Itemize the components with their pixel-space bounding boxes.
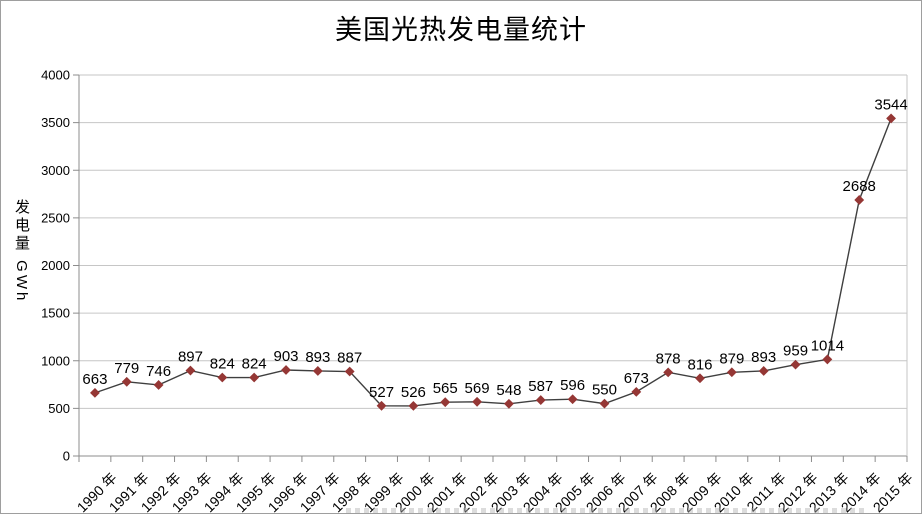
data-value-label: 569 xyxy=(465,380,490,397)
data-point-marker xyxy=(185,365,196,376)
data-value-label: 779 xyxy=(114,360,139,377)
data-point-marker xyxy=(758,366,769,376)
data-point-marker xyxy=(90,387,100,398)
data-value-label: 824 xyxy=(242,356,267,373)
y-axis-tick-label: 3000 xyxy=(41,163,70,178)
data-point-marker xyxy=(153,380,164,390)
chart-title: 美国光热发电量统计 xyxy=(335,15,587,45)
cropped-caption-remnant xyxy=(346,508,866,513)
y-axis-tick-label: 3500 xyxy=(41,115,70,130)
data-point-marker xyxy=(504,398,514,409)
data-value-label: 548 xyxy=(496,382,521,399)
data-point-marker xyxy=(217,372,228,383)
data-point-marker xyxy=(312,366,323,376)
data-value-label: 893 xyxy=(751,349,776,366)
data-point-marker xyxy=(599,398,610,409)
data-value-label: 879 xyxy=(719,350,744,367)
y-axis-tick-label: 2000 xyxy=(41,258,70,273)
y-axis-tick-label: 4000 xyxy=(41,68,70,83)
y-axis-tick-label: 1000 xyxy=(41,353,70,368)
data-point-marker xyxy=(726,367,737,378)
data-value-label: 887 xyxy=(337,350,362,367)
data-point-marker xyxy=(249,372,260,383)
data-value-label: 527 xyxy=(369,384,394,401)
data-value-label: 903 xyxy=(273,348,298,365)
data-value-label: 959 xyxy=(783,343,808,360)
data-point-marker xyxy=(631,386,642,397)
data-value-label: 596 xyxy=(560,377,585,394)
data-value-label: 587 xyxy=(528,378,553,395)
data-value-label: 526 xyxy=(401,384,426,401)
data-value-label: 878 xyxy=(656,350,681,367)
data-point-marker xyxy=(376,400,387,411)
data-value-label: 1014 xyxy=(811,337,844,354)
data-value-label: 824 xyxy=(210,356,235,373)
data-value-label: 2688 xyxy=(843,178,876,195)
y-axis-title: 发电量 GWh xyxy=(13,199,30,304)
data-point-marker xyxy=(854,195,865,205)
data-point-marker xyxy=(408,400,419,411)
data-point-marker xyxy=(886,113,896,124)
data-point-marker xyxy=(535,395,546,405)
y-axis-tick-label: 0 xyxy=(63,449,70,464)
data-point-marker xyxy=(822,354,833,365)
data-point-marker xyxy=(440,397,451,408)
data-point-marker xyxy=(695,373,705,384)
y-axis-tick-label: 1500 xyxy=(41,306,70,321)
data-value-label: 897 xyxy=(178,349,203,366)
data-value-label: 550 xyxy=(592,382,617,399)
data-value-label: 746 xyxy=(146,363,171,380)
data-value-label: 565 xyxy=(433,380,458,397)
y-axis-tick-label: 500 xyxy=(48,401,70,416)
data-value-label: 673 xyxy=(624,370,649,387)
data-point-marker xyxy=(281,365,291,375)
data-value-label: 893 xyxy=(305,349,330,366)
data-point-marker xyxy=(344,366,355,377)
data-point-marker xyxy=(567,394,578,405)
data-value-label: 663 xyxy=(82,371,107,388)
data-point-marker xyxy=(663,367,674,378)
data-point-marker xyxy=(790,359,801,370)
data-point-marker xyxy=(472,396,482,407)
series-line xyxy=(94,118,892,407)
y-axis-tick-label: 2500 xyxy=(41,210,70,225)
data-value-label: 3544 xyxy=(874,96,907,113)
data-point-marker xyxy=(121,376,132,387)
data-value-label: 816 xyxy=(687,356,712,373)
